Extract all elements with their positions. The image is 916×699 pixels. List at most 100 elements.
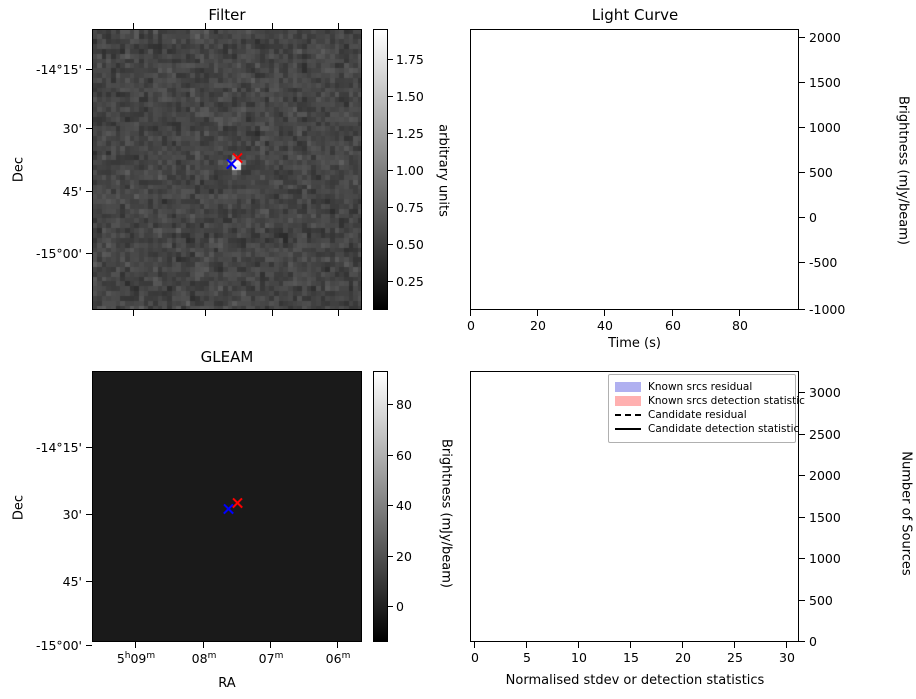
filter-cbar-label-2: 0.75 xyxy=(396,200,424,215)
gleam-cbar-label-2: 40 xyxy=(396,498,412,513)
lightcurve-xticklabel-0: 0 xyxy=(467,318,475,333)
gleam-xticklabel-0-min: 09 xyxy=(130,651,147,667)
lightcurve-xtick-0 xyxy=(470,310,472,316)
gleam-panel-title: GLEAM xyxy=(200,348,254,366)
gleam-yticklabel-3: -15°00' xyxy=(35,638,82,653)
gleam-cbar-label-3: 60 xyxy=(396,448,412,463)
gleam-xticklabel-0-hour-unit: h xyxy=(124,651,131,661)
legend-item-known-srcs-detection-statistic: Known srcs detection statistic xyxy=(615,394,805,407)
histogram-yticklabel-0: 0 xyxy=(809,634,817,649)
gleam-xticklabel-3: 06m xyxy=(312,651,364,666)
histogram-xlabel: Normalised stdev or detection statistics xyxy=(505,673,765,688)
filter-xtick-b0 xyxy=(133,310,135,316)
filter-xtick-3 xyxy=(338,23,340,29)
gleam-xtick-3 xyxy=(337,642,339,648)
filter-ytick-3 xyxy=(86,253,92,255)
gleam-xtick-1 xyxy=(203,642,205,648)
legend-solid-line-candidate-detection-statistic xyxy=(615,427,641,430)
filter-cbar-label-4: 1.25 xyxy=(396,126,424,141)
histogram-ytick-0 xyxy=(799,641,805,643)
lightcurve-yticklabel-1: -500 xyxy=(809,255,838,270)
gleam-colorbar xyxy=(373,371,388,642)
histogram-xtick-3 xyxy=(630,642,632,648)
lightcurve-yticklabel-6: 2000 xyxy=(809,30,841,45)
lightcurve-xticklabel-1: 20 xyxy=(530,318,546,333)
legend-item-candidate-detection-statistic: Candidate detection statistic xyxy=(615,422,799,435)
gleam-ytick-0 xyxy=(86,447,92,449)
histogram-xticklabel-3: 15 xyxy=(623,650,639,665)
lightcurve-ytick-3 xyxy=(799,172,805,174)
gleam-cbar-tick-4 xyxy=(388,404,393,406)
lightcurve-xticklabel-4: 80 xyxy=(732,318,748,333)
lightcurve-yticklabel-0: -1000 xyxy=(809,302,846,317)
lightcurve-xtick-3 xyxy=(672,310,674,316)
gleam-ylabel: Dec xyxy=(11,494,27,521)
gleam-xticklabel-2: 07m xyxy=(245,651,297,666)
gleam-ytick-2 xyxy=(86,581,92,583)
filter-cbar-label-5: 1.50 xyxy=(396,89,424,104)
filter-yticklabel-3: -15°00' xyxy=(35,246,82,261)
gleam-ytick-1 xyxy=(86,514,92,516)
filter-ytick-1 xyxy=(86,128,92,130)
lightcurve-ytick-2 xyxy=(799,217,805,219)
filter-cbar-tick-6 xyxy=(388,59,393,61)
filter-xtick-2 xyxy=(272,23,274,29)
lightcurve-ylabel: Brightness (mJy/beam) xyxy=(895,96,911,245)
histogram-ytick-4 xyxy=(799,475,805,477)
filter-colorbar-label: arbitrary units xyxy=(435,124,451,217)
legend-label-candidate-residual: Candidate residual xyxy=(648,408,747,421)
gleam-xticklabel-3-min: 06 xyxy=(325,651,342,667)
legend-label-known-srcs-detection-statistic: Known srcs detection statistic xyxy=(648,394,805,407)
histogram-xticklabel-5: 25 xyxy=(727,650,743,665)
filter-xtick-b2 xyxy=(272,310,274,316)
gleam-xticklabel-0: 5h09m xyxy=(105,651,167,666)
gleam-cbar-tick-2 xyxy=(388,505,393,507)
histogram-ytick-6 xyxy=(799,392,805,394)
filter-xtick-b3 xyxy=(338,310,340,316)
lightcurve-yticklabel-2: 0 xyxy=(809,210,817,225)
lightcurve-axes xyxy=(470,29,799,310)
histogram-xtick-0 xyxy=(474,642,476,648)
filter-cbar-tick-3 xyxy=(388,170,393,172)
gleam-xticklabel-3-min-unit: m xyxy=(341,651,351,661)
gleam-yticklabel-0: -14°15' xyxy=(35,440,82,455)
filter-cbar-tick-2 xyxy=(388,207,393,209)
lightcurve-yticklabel-5: 1500 xyxy=(809,75,841,90)
legend-label-known-srcs-residual: Known srcs residual xyxy=(648,380,753,393)
gleam-cbar-label-1: 20 xyxy=(396,549,412,564)
filter-cbar-tick-5 xyxy=(388,96,393,98)
gleam-blue-cross-marker xyxy=(222,503,235,516)
gleam-cbar-tick-0 xyxy=(388,606,393,608)
histogram-xtick-1 xyxy=(526,642,528,648)
lightcurve-ytick-6 xyxy=(799,37,805,39)
histogram-ytick-1 xyxy=(799,600,805,602)
histogram-xticklabel-1: 5 xyxy=(523,650,531,665)
gleam-yticklabel-1: 30' xyxy=(62,507,82,522)
gleam-xticklabel-1: 08m xyxy=(178,651,230,666)
gleam-cbar-tick-3 xyxy=(388,455,393,457)
gleam-yticklabel-2: 45' xyxy=(62,574,82,589)
lightcurve-xlabel: Time (s) xyxy=(608,336,661,351)
gleam-xtick-2 xyxy=(270,642,272,648)
legend-item-candidate-residual: Candidate residual xyxy=(615,408,789,421)
legend-label-candidate-detection-statistic: Candidate detection statistic xyxy=(648,422,800,435)
histogram-ytick-3 xyxy=(799,517,805,519)
filter-cbar-label-1: 0.50 xyxy=(396,237,424,252)
histogram-yticklabel-1: 500 xyxy=(809,593,833,608)
histogram-ytick-2 xyxy=(799,558,805,560)
gleam-xticklabel-0-min-unit: m xyxy=(146,651,156,661)
gleam-cbar-tick-1 xyxy=(388,556,393,558)
gleam-ytick-3 xyxy=(86,645,92,647)
filter-ytick-0 xyxy=(86,69,92,71)
filter-yticklabel-1: 30' xyxy=(62,121,82,136)
histogram-yticklabel-6: 3000 xyxy=(809,385,841,400)
gleam-xticklabel-2-min-unit: m xyxy=(274,651,284,661)
filter-yticklabel-2: 45' xyxy=(62,184,82,199)
filter-image xyxy=(92,29,362,310)
histogram-yticklabel-3: 1500 xyxy=(809,510,841,525)
legend-swatch-known-srcs-residual xyxy=(615,381,641,392)
gleam-xticklabel-0-hour: 5 xyxy=(116,651,125,667)
legend-swatch-known-srcs-detection-statistic xyxy=(615,395,641,406)
histogram-axes xyxy=(470,371,799,642)
